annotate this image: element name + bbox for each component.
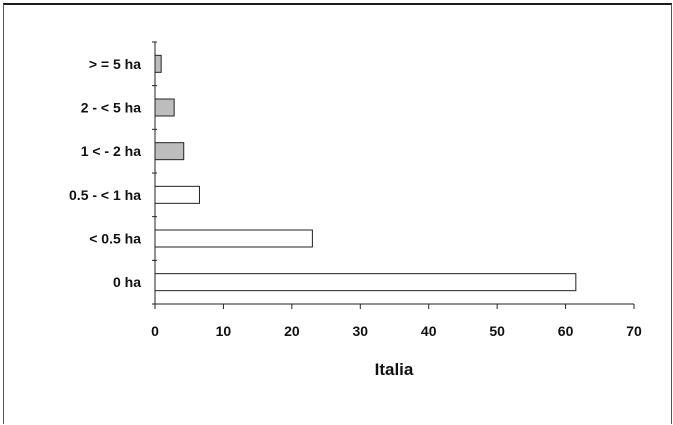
- x-tick-label: 70: [626, 323, 642, 339]
- y-tick-label: 0 ha: [113, 274, 141, 290]
- bar: [154, 142, 185, 161]
- x-tick-label: 30: [352, 323, 368, 339]
- bar: [154, 273, 577, 292]
- x-tick-label: 60: [558, 323, 574, 339]
- y-tick-label: 0.5 - < 1 ha: [69, 187, 141, 203]
- plot-area: 0 10 20 30 40 50 60 70 0 ha < 0.5 ha 0.5 - < 1 ha 1…: [69, 41, 642, 339]
- x-tick-label: 40: [421, 323, 437, 339]
- bar: [154, 98, 175, 117]
- bar: [154, 54, 162, 73]
- y-tick-label: 1 < - 2 ha: [81, 143, 142, 159]
- y-tick-label: > = 5 ha: [89, 56, 141, 72]
- y-tick-label: < 0.5 ha: [89, 231, 141, 247]
- x-axis-title: Italia: [375, 360, 414, 379]
- x-tick-label: 0: [151, 323, 159, 339]
- x-tick-label: 50: [489, 323, 505, 339]
- x-tick-label: 20: [284, 323, 300, 339]
- y-tick-label: 2 - < 5 ha: [81, 100, 142, 116]
- chart-frame: [3, 3, 672, 424]
- bar: [154, 185, 200, 204]
- bar: [154, 229, 313, 248]
- x-tick-label: 10: [216, 323, 232, 339]
